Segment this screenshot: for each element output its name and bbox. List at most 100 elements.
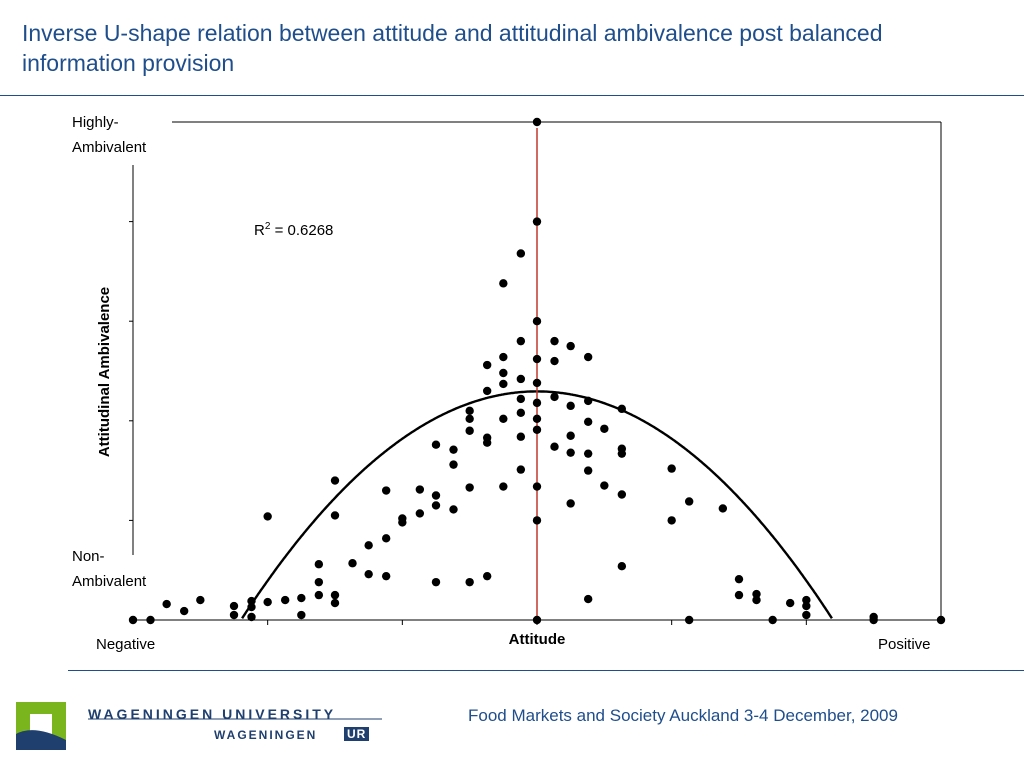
- axes: [129, 121, 942, 625]
- scatter-chart: Highly- Ambivalent Non- Ambivalent Negative P…: [72, 114, 946, 653]
- r-squared-label: R2 = 0.6268: [254, 221, 333, 239]
- data-point: [516, 336, 526, 346]
- data-point: [869, 612, 878, 622]
- data-point: [617, 562, 627, 571]
- data-point: [381, 571, 391, 581]
- data-point: [583, 449, 593, 458]
- data-point: [532, 117, 542, 127]
- data-point: [566, 341, 575, 351]
- data-point: [146, 615, 155, 625]
- data-point: [583, 396, 593, 406]
- data-point: [196, 595, 205, 605]
- data-point: [263, 597, 272, 607]
- data-point: [431, 440, 441, 449]
- data-point: [415, 485, 425, 494]
- data-point: [550, 336, 559, 346]
- data-point: [768, 615, 777, 625]
- x-tick-label-max: Positive: [878, 636, 931, 653]
- data-point: [482, 433, 492, 442]
- data-point: [532, 378, 542, 388]
- data-point: [600, 424, 609, 433]
- data-point: [667, 516, 676, 525]
- data-point: [482, 571, 492, 581]
- data-point: [532, 317, 542, 326]
- data-point: [532, 398, 542, 408]
- data-point: [532, 414, 542, 424]
- data-point: [179, 606, 189, 616]
- data-point: [499, 379, 508, 389]
- data-point: [600, 481, 609, 490]
- trendline-layer: [241, 128, 833, 620]
- data-point: [229, 601, 239, 611]
- data-point: [499, 368, 508, 378]
- data-point: [247, 602, 256, 612]
- data-point: [785, 598, 795, 608]
- data-point: [516, 432, 526, 441]
- data-point: [752, 595, 761, 605]
- data-point: [532, 482, 542, 491]
- data-point: [566, 499, 575, 508]
- data-point: [516, 394, 526, 404]
- data-point: [734, 574, 744, 584]
- data-point: [532, 217, 542, 226]
- data-point: [263, 512, 272, 521]
- y-axis-label: Attitudinal Ambivalence: [96, 287, 113, 457]
- data-point: [752, 589, 761, 599]
- data-point: [449, 460, 458, 469]
- data-point: [314, 590, 324, 600]
- data-point: [499, 352, 508, 362]
- data-point: [532, 516, 542, 525]
- data-point: [684, 497, 694, 506]
- data-point: [516, 465, 526, 474]
- data-point: [802, 595, 811, 605]
- data-point: [583, 417, 593, 426]
- y-tick-label-min-line2: Ambivalent: [72, 573, 147, 590]
- data-point: [667, 464, 676, 473]
- data-point: [128, 615, 138, 625]
- data-point: [566, 401, 575, 411]
- logo-badge: UR: [344, 727, 370, 741]
- y-tick-label-max-line2: Ambivalent: [72, 139, 147, 156]
- data-point: [431, 577, 441, 587]
- data-point: [247, 596, 256, 606]
- data-point: [802, 610, 811, 620]
- data-point: [550, 442, 559, 451]
- data-point: [550, 356, 559, 366]
- data-point: [617, 444, 627, 453]
- labels-layer: Highly- Ambivalent Non- Ambivalent Negative P…: [72, 114, 931, 653]
- data-point: [330, 476, 340, 485]
- footer-divider: [68, 670, 1024, 671]
- data-point: [247, 612, 256, 622]
- data-point: [617, 490, 627, 499]
- data-point: [280, 595, 290, 605]
- data-point: [364, 569, 373, 579]
- data-point: [330, 598, 340, 608]
- title-divider: [0, 95, 1024, 96]
- x-tick-label-min: Negative: [96, 636, 155, 653]
- data-point: [802, 601, 811, 611]
- data-point: [465, 483, 474, 492]
- data-point: [734, 590, 744, 600]
- data-point: [449, 505, 458, 514]
- data-point: [314, 560, 324, 569]
- y-tick-label-min: Non-: [72, 548, 105, 565]
- data-point: [465, 414, 474, 424]
- data-point: [718, 504, 728, 513]
- data-point: [516, 249, 526, 258]
- wageningen-logo: [16, 702, 382, 750]
- data-point: [499, 414, 508, 424]
- data-point: [499, 482, 508, 491]
- data-point: [516, 408, 526, 418]
- x-axis-label: Attitude: [509, 631, 566, 648]
- logo-line1: WAGENINGEN UNIVERSITY: [88, 706, 337, 722]
- data-point: [348, 559, 357, 568]
- data-point: [449, 445, 458, 454]
- data-point: [550, 392, 559, 402]
- data-point: [297, 593, 306, 603]
- data-point: [330, 511, 340, 520]
- data-point: [364, 541, 373, 550]
- footer-text[interactable]: Food Markets and Society Auckland 3-4 De…: [468, 706, 898, 725]
- data-point: [381, 486, 391, 495]
- data-point: [431, 501, 441, 510]
- y-tick-label-max: Highly-: [72, 114, 119, 131]
